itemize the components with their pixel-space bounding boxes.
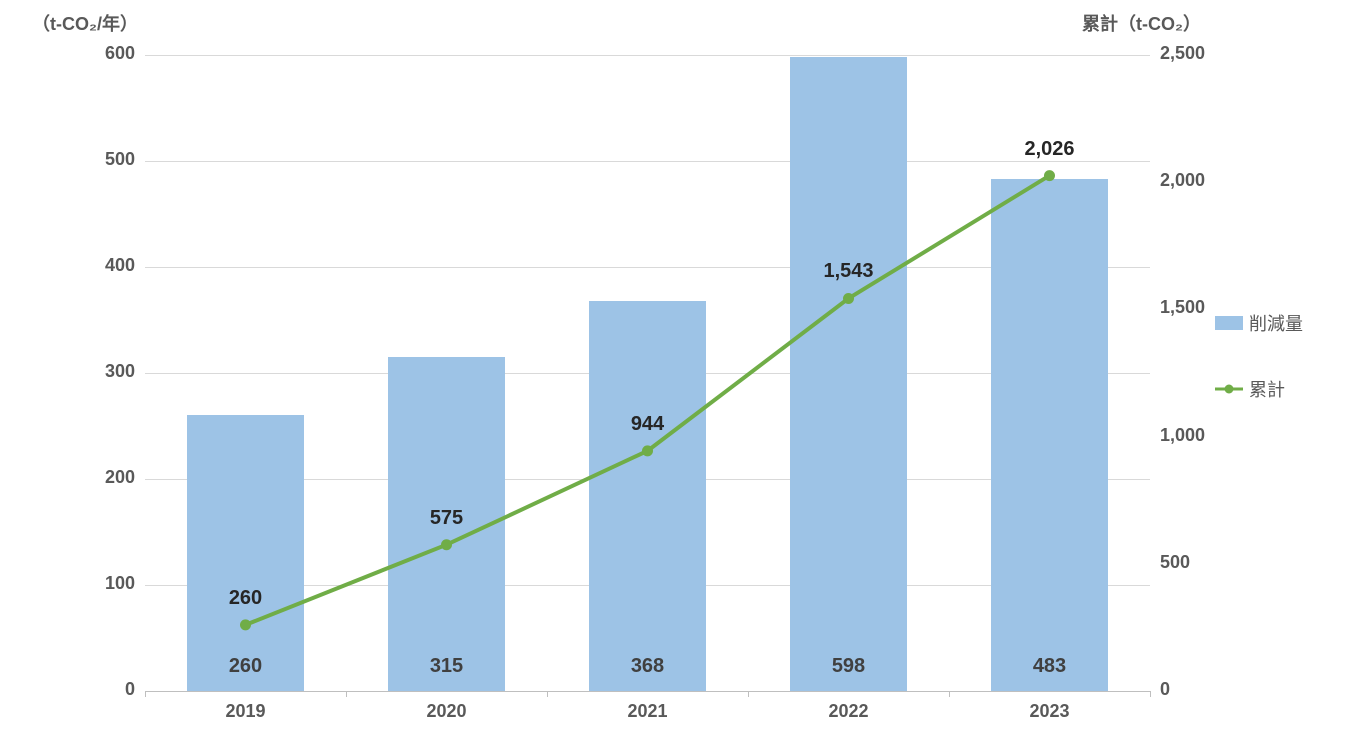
ytick-right: 500	[1160, 552, 1230, 573]
ytick-left: 600	[85, 43, 135, 64]
legend-label: 削減量	[1249, 310, 1303, 336]
ytick-left: 100	[85, 573, 135, 594]
ytick-right: 0	[1160, 679, 1230, 700]
xtick-label: 2023	[1000, 701, 1100, 722]
co2-chart: 2603153685984832605759441,5432,026 （t-CO₂…	[0, 0, 1351, 750]
legend-item: 累計	[1215, 376, 1303, 402]
line-marker	[441, 539, 452, 550]
xtick-mark	[547, 691, 548, 697]
line-layer	[145, 55, 1150, 691]
x-axis-line	[145, 691, 1150, 692]
xtick-mark	[748, 691, 749, 697]
xtick-mark	[1150, 691, 1151, 697]
ytick-left: 200	[85, 467, 135, 488]
right-axis-title: 累計（t-CO₂）	[1082, 10, 1201, 36]
legend: 削減量累計	[1215, 310, 1303, 442]
line-marker	[240, 619, 251, 630]
ytick-left: 0	[85, 679, 135, 700]
line-marker	[1044, 170, 1055, 181]
left-axis-title: （t-CO₂/年）	[32, 10, 138, 36]
xtick-label: 2019	[196, 701, 296, 722]
ytick-left: 500	[85, 149, 135, 170]
cumulative-line	[246, 176, 1050, 625]
xtick-label: 2022	[799, 701, 899, 722]
xtick-mark	[346, 691, 347, 697]
plot-area: 2603153685984832605759441,5432,026	[145, 55, 1150, 691]
legend-item: 削減量	[1215, 310, 1303, 336]
ytick-left: 400	[85, 255, 135, 276]
legend-swatch-line	[1215, 382, 1243, 396]
ytick-right: 2,000	[1160, 170, 1230, 191]
xtick-mark	[949, 691, 950, 697]
ytick-left: 300	[85, 361, 135, 382]
xtick-mark	[145, 691, 146, 697]
legend-swatch-bar	[1215, 316, 1243, 330]
xtick-label: 2020	[397, 701, 497, 722]
legend-label: 累計	[1249, 376, 1285, 402]
ytick-right: 2,500	[1160, 43, 1230, 64]
line-marker	[642, 445, 653, 456]
xtick-label: 2021	[598, 701, 698, 722]
line-marker	[843, 293, 854, 304]
